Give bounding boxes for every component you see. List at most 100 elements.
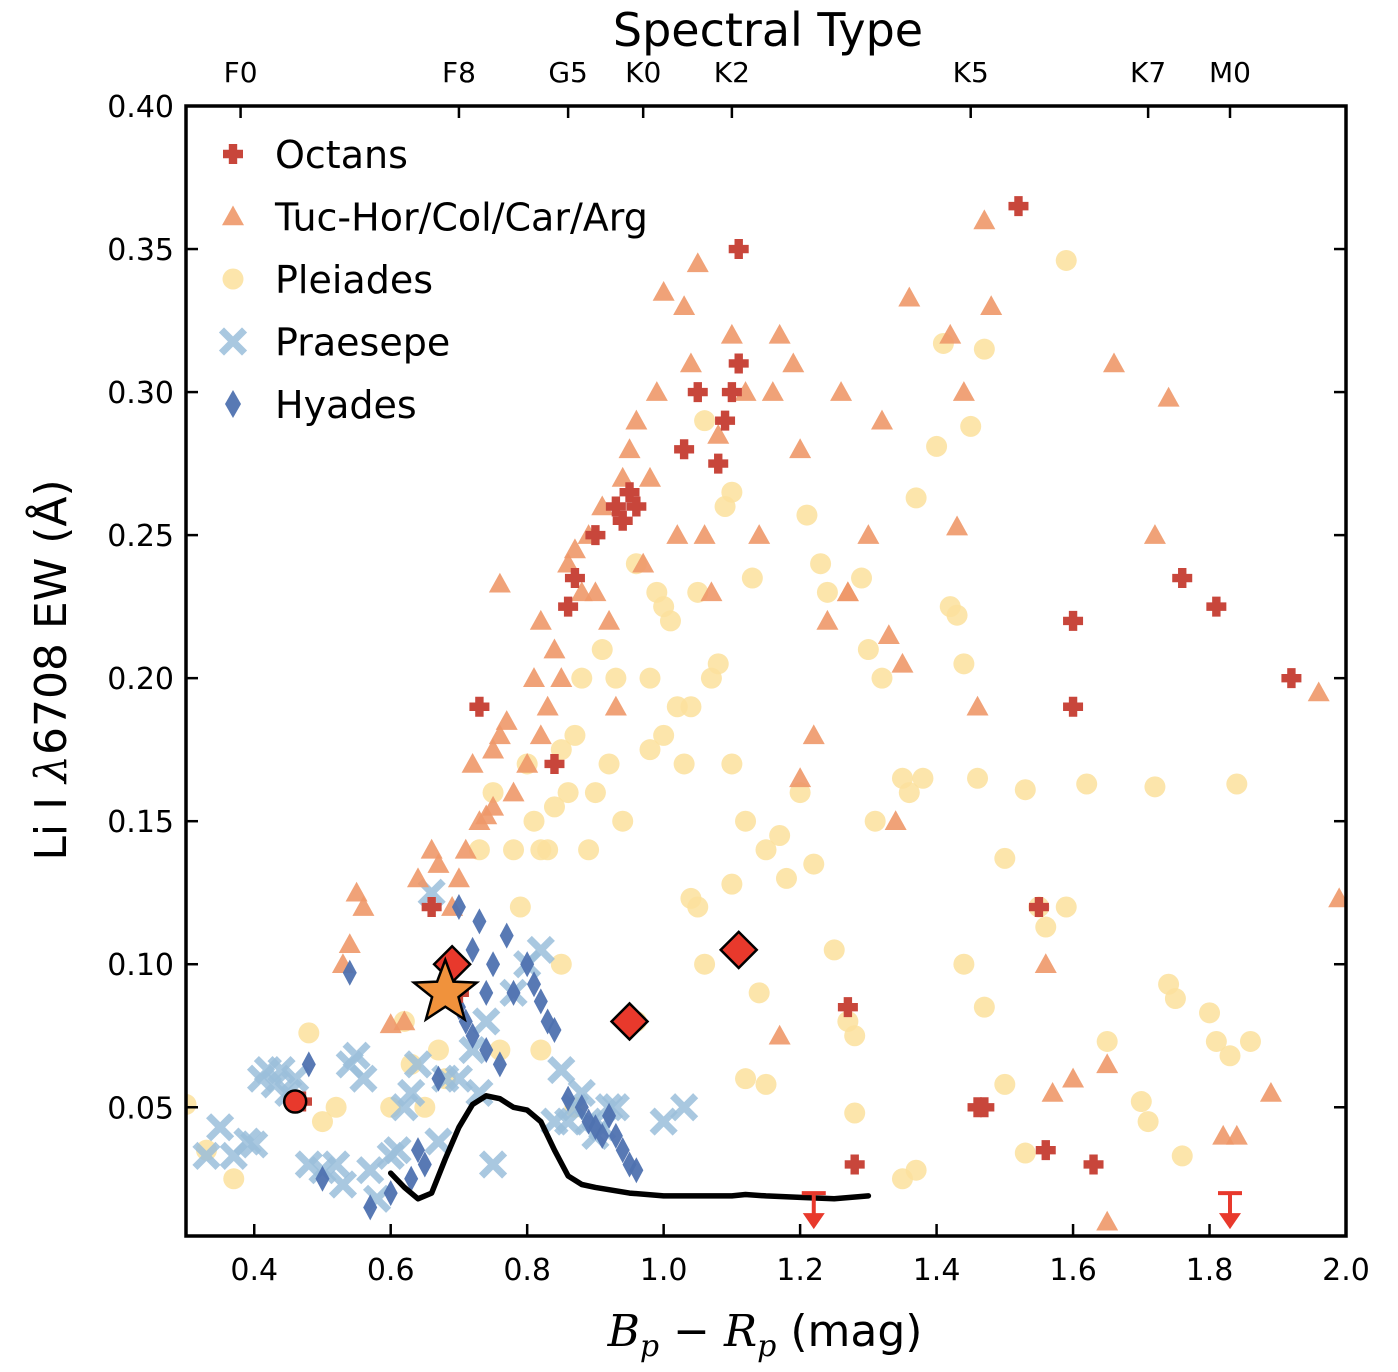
tuc-hor-col-car-arg-point [611,466,634,487]
hyades-point [615,1137,630,1164]
tuc-hor-col-car-arg-point [673,295,696,316]
tuc-hor-col-car-arg-point [720,323,743,344]
legend-marker-octans [223,144,243,164]
praesepe-point-stroke-b [390,1093,419,1122]
tuc-hor-col-car-arg-point [952,381,975,401]
pleiades-point [735,810,757,832]
pleiades-point [1171,1145,1193,1167]
octans-point [674,439,695,460]
hyades-point [595,1122,610,1149]
praesepe-point-stroke-b [322,1150,351,1179]
pleiades-point [1205,1030,1227,1052]
pleiades-point [639,667,661,689]
pleiades-point [503,839,525,861]
y-tick-label: 0.20 [107,662,174,697]
pleiades-point [537,839,559,861]
pleiades-point [223,1168,245,1190]
tuc-hor-col-car-arg-point [1096,1210,1119,1231]
upper-limit-head [802,1213,825,1230]
x-axis-title-b: B [607,1306,640,1357]
tuc-hor-col-car-arg-point [652,280,675,301]
pleiades-point [748,982,770,1004]
tuc-hor-col-car-arg-point [782,352,805,373]
pleiades-point [298,1022,320,1044]
pleiades-point [1137,1111,1159,1133]
tuc-hor-col-car-arg-point [1259,1081,1282,1102]
tuc-hor-col-car-arg-point [1157,386,1180,407]
axes: 0.4 0.6 0.8 1.0 1.2 1.4 1.6 1.8 2.0 0.05 0.10 0.15 0… [107,56,1370,1288]
tuc-hor-col-car-arg-point [338,933,361,954]
pleiades-point [1014,1142,1036,1164]
hyades-point [520,951,535,978]
tuc-hor-col-car-arg-point [447,867,470,888]
pleiades-point [857,639,879,661]
pleiades-point [680,696,702,718]
praesepe-point-stroke-b [472,1007,501,1036]
tuc-hor-col-car-arg-point [529,724,552,745]
y-tick-label: 0.05 [107,1091,174,1126]
tuc-hor-col-car-arg-point [666,524,689,544]
x-tick-label: 1.2 [776,1253,824,1288]
pleiades-point [905,487,927,509]
pleiades-point [1199,1002,1221,1024]
top-tick-label: K5 [953,56,989,89]
pleiades-point [721,481,743,503]
octans-point [728,239,749,260]
praesepe-point [342,1041,371,1070]
praesepe-point [547,1055,576,1085]
pleiades-point [953,953,975,975]
pleiades-point [584,782,606,804]
pleiades-point [844,1025,866,1047]
x-axis-title-minus: − [659,1306,724,1357]
pleiades-point [1055,896,1077,918]
pleiades-point [311,1111,333,1133]
pleiades-point [1076,773,1098,795]
praesepe-point [356,1156,385,1185]
pleiades-point [823,939,845,961]
tuc-hor-col-car-arg-point [768,1024,791,1045]
hyades-point [451,894,466,921]
octans-point [1063,696,1084,717]
pleiades-point [871,667,893,689]
praesepe-point-stroke-b [206,1113,235,1142]
y-axis-title-rest: 6708 EW (Å) [24,479,77,755]
top-tick-label: M0 [1209,56,1251,89]
x-tick-label: 0.6 [367,1253,415,1288]
x-axis-title: Bp − Rp (mag) [607,1306,923,1364]
tuc-hor-col-car-arg-point [352,896,375,916]
hyades-point [629,1157,644,1184]
x-axis-title-sub1: p [640,1329,659,1364]
hyades-point [499,922,514,949]
tuc-hor-col-car-arg-point [1034,953,1057,974]
pleiades-point [994,1073,1016,1095]
hyades-point [383,1180,398,1207]
x-tick-label: 0.8 [503,1253,551,1288]
pleiades-point [735,1068,757,1090]
praesepe-point [526,935,555,965]
pleiades-point [564,724,586,746]
octans-point [1172,568,1193,589]
pleiades-point [967,767,989,789]
octans-point [721,382,742,403]
tuc-hor-col-car-arg-point [871,409,893,430]
praesepe-point-stroke-b [567,1078,596,1108]
pleiades-point [1226,773,1248,795]
praesepe-point [240,1130,269,1159]
tuc-hor-col-car-arg-point [563,538,586,559]
octans-point [837,997,858,1018]
tuc-hor-col-car-arg-point [482,738,505,759]
pleiades-point [755,839,777,861]
praesepe-point [206,1113,235,1142]
tuc-hor-col-car-arg-point [836,581,859,602]
octans-point [728,353,749,374]
octans-point [619,482,640,503]
hyades-point [506,979,521,1006]
octans-point [612,510,633,531]
octans-point [687,382,708,403]
pleiades-point [905,1159,927,1181]
praesepe-point-stroke-b [554,1107,583,1136]
legend-item-tuc-hor-col-car-arg: Tuc-Hor/Col/Car/Arg [222,196,648,240]
hyades-point [574,1094,589,1121]
praesepe-point-stroke-b [417,878,446,907]
tuc-hor-col-car-arg-point [407,867,429,888]
